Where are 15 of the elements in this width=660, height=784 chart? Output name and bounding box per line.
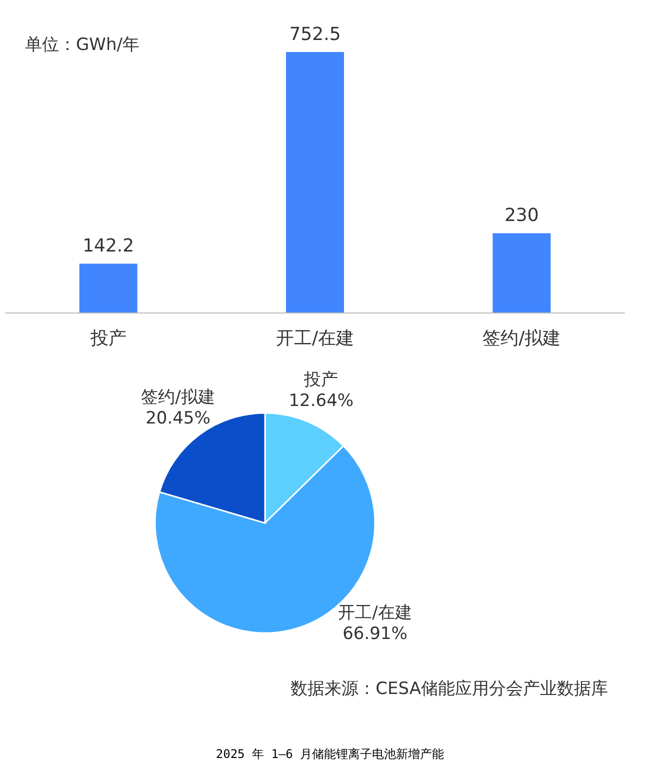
x-tick-label: 签约/拟建 <box>482 328 561 349</box>
data-label: 20.45% <box>146 408 210 429</box>
slice-label: 投产 <box>303 370 338 390</box>
source-note: 数据来源：CESA储能应用分会产业数据库 <box>290 679 608 699</box>
slice-label: 签约/拟建 <box>141 388 215 408</box>
data-label: 230 <box>504 205 539 226</box>
text: 2025 年 1—6 月储能锂离子电池新增产能 <box>216 747 444 761</box>
data-label: 66.91% <box>342 624 408 644</box>
x-tick-label: 投产 <box>89 328 126 349</box>
data-label: 752.5 <box>289 24 341 45</box>
data-label: 12.64% <box>288 391 354 412</box>
data-label: 142.2 <box>82 236 134 257</box>
y-axis-title: 单位：GWh/年 <box>25 35 140 55</box>
slice-label: 开工/在建 <box>338 603 412 623</box>
x-tick-label: 开工/在建 <box>276 328 354 349</box>
